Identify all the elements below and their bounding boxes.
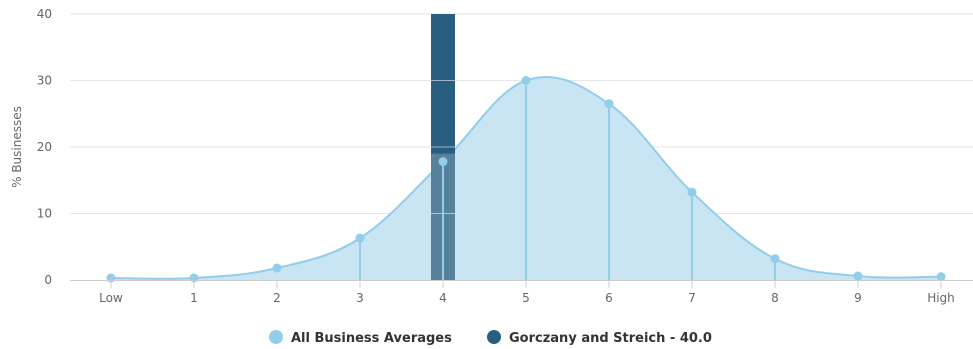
- drop-lines: [359, 80, 776, 280]
- data-point[interactable]: [936, 272, 946, 282]
- x-tick-label: 3: [356, 291, 364, 305]
- y-tick-label: 10: [37, 207, 52, 221]
- data-point[interactable]: [770, 254, 780, 264]
- data-point[interactable]: [272, 263, 282, 273]
- data-point[interactable]: [853, 271, 863, 281]
- x-tick-label: Low: [99, 291, 123, 305]
- legend-marker-area[interactable]: [269, 330, 283, 344]
- legend-label-area[interactable]: All Business Averages: [291, 331, 452, 346]
- y-tick-label: 20: [37, 140, 52, 154]
- x-tick-label: 7: [688, 291, 696, 305]
- data-point[interactable]: [604, 99, 614, 109]
- x-tick-label: 2: [273, 291, 281, 305]
- data-point[interactable]: [438, 157, 448, 167]
- x-tick-label: 5: [522, 291, 530, 305]
- y-axis-title: % Businesses: [10, 106, 24, 188]
- legend: All Business Averages Gorczany and Strei…: [269, 330, 712, 346]
- data-point[interactable]: [355, 233, 365, 243]
- x-axis-ticks: Low 1 2 3 4 5 6 7 8 9 High: [99, 280, 955, 305]
- x-tick-label: 1: [190, 291, 198, 305]
- data-point[interactable]: [521, 76, 531, 85]
- x-tick-label: 4: [439, 291, 447, 305]
- y-tick-label: 30: [37, 74, 52, 88]
- y-tick-label: 40: [37, 7, 52, 21]
- y-axis-ticks: 0 10 20 30 40: [37, 7, 52, 287]
- x-tick-label: 6: [605, 291, 613, 305]
- x-tick-label: 9: [854, 291, 862, 305]
- legend-label-bar[interactable]: Gorczany and Streich - 40.0: [509, 331, 712, 346]
- y-tick-label: 0: [44, 273, 52, 287]
- legend-marker-bar[interactable]: [487, 330, 501, 344]
- x-tick-label: High: [927, 291, 955, 305]
- data-point[interactable]: [687, 187, 697, 197]
- x-tick-label: 8: [771, 291, 779, 305]
